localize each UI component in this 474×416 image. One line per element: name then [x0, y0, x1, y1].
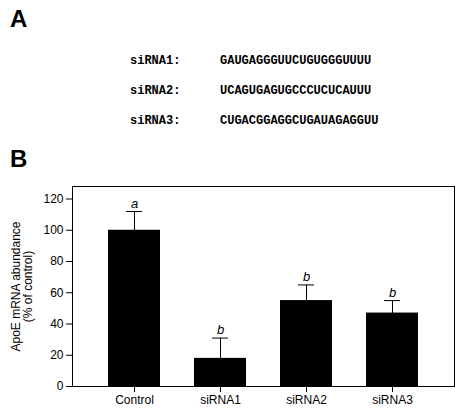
svg-text:80: 80: [50, 254, 64, 268]
svg-text:0: 0: [57, 379, 64, 393]
html-text:CUGACGGAGGCUGAUAGAGGUU: CUGACGGAGGCUGAUAGAGGUU: [220, 114, 379, 128]
svg-text:60: 60: [50, 286, 64, 300]
svg-text:b: b: [217, 322, 224, 337]
svg-text:a: a: [131, 196, 138, 211]
html-text:siRNA3:: siRNA3:: [130, 114, 181, 128]
svg-text:40: 40: [50, 317, 64, 331]
html-text:B: B: [10, 145, 28, 172]
svg-text:b: b: [389, 285, 396, 300]
svg-text:siRNA1: siRNA1: [200, 393, 241, 407]
svg-text:20: 20: [50, 348, 64, 362]
svg-text:ApoE mRNA abundance(% of contr: ApoE mRNA abundance(% of control): [9, 221, 35, 351]
html-text:GAUGAGGGUUCUGUGGGUUUU: GAUGAGGGUUCUGUGGGUUUU: [220, 54, 372, 68]
svg-text:siRNA3: siRNA3: [372, 393, 413, 407]
html-text:UCAGUGAGUGCCCUCUCAUUU: UCAGUGAGUGCCCUCUCAUUU: [220, 84, 372, 98]
html-text:siRNA1:: siRNA1:: [130, 54, 181, 68]
svg-text:Control: Control: [115, 393, 154, 407]
svg-text:b: b: [303, 269, 310, 284]
svg-text:100: 100: [43, 223, 63, 237]
svg-text:siRNA2: siRNA2: [286, 393, 327, 407]
html-text:siRNA2:: siRNA2:: [130, 84, 181, 98]
html-text:A: A: [10, 5, 28, 32]
svg-text:120: 120: [43, 192, 63, 206]
